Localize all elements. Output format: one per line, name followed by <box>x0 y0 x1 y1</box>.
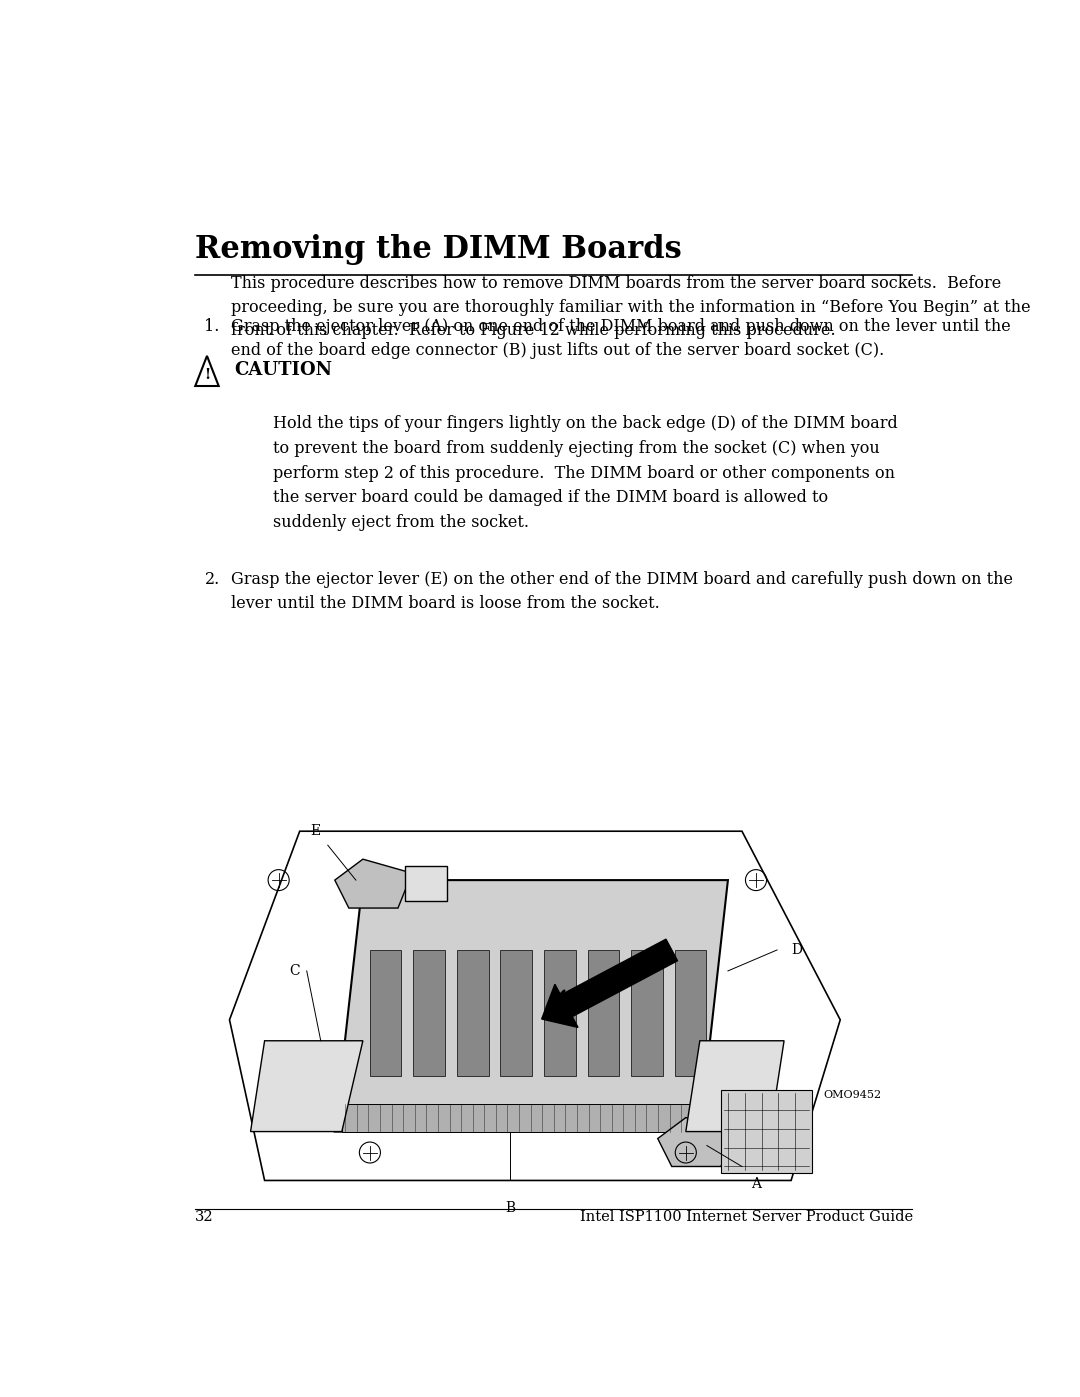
FancyBboxPatch shape <box>405 866 447 901</box>
Polygon shape <box>335 859 413 908</box>
Text: OMO9452: OMO9452 <box>823 1090 881 1101</box>
Text: C: C <box>289 964 300 978</box>
Text: 2.: 2. <box>204 571 219 588</box>
Polygon shape <box>658 1118 735 1166</box>
Text: Intel ISP1100 Internet Server Product Guide: Intel ISP1100 Internet Server Product Gu… <box>580 1210 914 1224</box>
Polygon shape <box>335 880 728 1132</box>
Text: CAUTION: CAUTION <box>233 360 332 379</box>
Text: 1.: 1. <box>204 319 220 335</box>
Polygon shape <box>588 950 619 1076</box>
Text: D: D <box>792 943 802 957</box>
Polygon shape <box>229 831 840 1180</box>
Text: A: A <box>751 1176 761 1192</box>
Polygon shape <box>721 1090 812 1173</box>
Text: This procedure describes how to remove DIMM boards from the server board sockets: This procedure describes how to remove D… <box>231 275 1031 339</box>
Text: Figure 12.  Removing the DIMM Boards: Figure 12. Removing the DIMM Boards <box>367 1148 740 1166</box>
Text: Hold the tips of your fingers lightly on the back edge (D) of the DIMM board
to : Hold the tips of your fingers lightly on… <box>273 415 897 531</box>
Text: !: ! <box>204 369 210 383</box>
Polygon shape <box>675 950 706 1076</box>
Polygon shape <box>370 950 402 1076</box>
Polygon shape <box>500 950 532 1076</box>
FancyArrow shape <box>542 939 677 1027</box>
Text: B: B <box>505 1201 515 1215</box>
Polygon shape <box>414 950 445 1076</box>
Polygon shape <box>251 1041 363 1132</box>
Text: Grasp the ejector lever (E) on the other end of the DIMM board and carefully pus: Grasp the ejector lever (E) on the other… <box>231 571 1013 612</box>
Polygon shape <box>457 950 488 1076</box>
Polygon shape <box>686 1041 784 1132</box>
Text: E: E <box>311 824 321 838</box>
Text: 32: 32 <box>195 1210 214 1224</box>
Text: Grasp the ejector lever (A) on one end of the DIMM board and push down on the le: Grasp the ejector lever (A) on one end o… <box>231 319 1011 359</box>
Polygon shape <box>544 950 576 1076</box>
Polygon shape <box>631 950 663 1076</box>
Polygon shape <box>342 1104 693 1132</box>
Text: Removing the DIMM Boards: Removing the DIMM Boards <box>195 235 681 265</box>
